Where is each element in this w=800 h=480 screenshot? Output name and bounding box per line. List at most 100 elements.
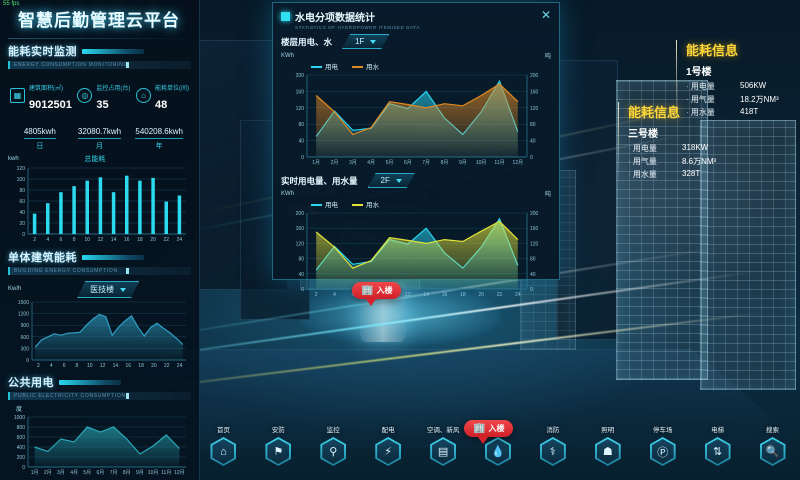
camera-icon[interactable]: ⚲ bbox=[320, 437, 347, 466]
legend-swatch bbox=[311, 204, 322, 207]
close-icon[interactable]: ✕ bbox=[540, 8, 551, 22]
panel-energy-monitoring-header: 能耗实时监测 ENERGY CONSUMPTION MONITORING bbox=[8, 43, 191, 69]
building-selector[interactable]: 医技楼 bbox=[77, 281, 139, 298]
kpi-value: 48 bbox=[154, 99, 168, 111]
search-icon[interactable]: 🔍 bbox=[759, 437, 786, 466]
svg-text:0: 0 bbox=[22, 232, 25, 238]
chevron-down-icon bbox=[120, 288, 126, 292]
nav-item-power-distribution[interactable]: 配电 ⚡ bbox=[361, 424, 416, 478]
svg-text:200: 200 bbox=[296, 73, 305, 79]
card-accent-line bbox=[676, 40, 677, 120]
hvac-icon[interactable]: ▤ bbox=[430, 437, 457, 466]
svg-text:80: 80 bbox=[530, 257, 536, 263]
nav-glyph: ⚲ bbox=[322, 439, 345, 464]
dialog-subtitle: STATISTICS OF HYDROPOWER ITEMIZED DATA bbox=[295, 25, 420, 30]
elevator-icon[interactable]: ⇅ bbox=[704, 437, 731, 466]
nav-item-security[interactable]: 安防 ⚑ bbox=[251, 424, 306, 478]
svg-text:0: 0 bbox=[530, 155, 533, 161]
nav-glyph: ▤ bbox=[432, 439, 455, 464]
nav-label: 空调、新风 bbox=[426, 427, 460, 434]
svg-text:6: 6 bbox=[60, 237, 63, 243]
svg-text:2: 2 bbox=[315, 292, 318, 298]
camera-icon: ◎ bbox=[77, 87, 93, 103]
total-label: 月 bbox=[96, 143, 103, 150]
nav-glyph: ⚕ bbox=[541, 439, 564, 464]
dialog-header: 水电分项数据统计 STATISTICS OF HYDROPOWER ITEMIZ… bbox=[281, 9, 551, 30]
svg-text:40: 40 bbox=[298, 139, 304, 145]
page-title: 智慧后勤管理云平台 bbox=[18, 11, 180, 30]
info-row-value: 318KW bbox=[682, 143, 709, 152]
lamp-icon[interactable]: ☗ bbox=[594, 437, 621, 466]
nav-item-elevator[interactable]: 电梯 ⇅ bbox=[690, 424, 745, 478]
nav-item-fire[interactable]: 消防 ⚕ bbox=[525, 424, 580, 478]
info-card-title: 能耗信息 bbox=[686, 43, 739, 58]
nav-item-lighting[interactable]: 照明 ☗ bbox=[580, 424, 635, 478]
svg-text:14: 14 bbox=[113, 363, 119, 369]
svg-text:0: 0 bbox=[301, 287, 304, 293]
svg-text:24: 24 bbox=[177, 363, 183, 369]
bolt-icon[interactable]: ⚡ bbox=[375, 437, 402, 466]
svg-text:7月: 7月 bbox=[422, 160, 430, 166]
nav-item-home[interactable]: 首页 ⌂ bbox=[196, 424, 251, 478]
nav-glyph: 💧 bbox=[486, 439, 509, 464]
nav-item-energy[interactable]: 能耗💧 bbox=[471, 424, 526, 478]
floor-selector-1f[interactable]: 1F bbox=[342, 34, 389, 49]
marker-bubble[interactable]: 🏢 入楼 bbox=[352, 282, 402, 299]
floor-selector-2f[interactable]: 2F bbox=[368, 173, 415, 188]
chevron-down-icon bbox=[370, 40, 376, 44]
svg-text:16: 16 bbox=[442, 292, 448, 298]
svg-text:80: 80 bbox=[530, 122, 536, 128]
svg-text:11月: 11月 bbox=[494, 160, 504, 166]
svg-text:24: 24 bbox=[177, 237, 183, 243]
svg-text:16: 16 bbox=[124, 237, 130, 243]
kpi-value: 35 bbox=[96, 99, 109, 111]
kpi-row: ▦ 建筑面积(㎡) 9012501 ◎ 监控占用(台) 35 ⌂ 能耗单位(间)… bbox=[8, 73, 191, 115]
nav-label: 首页 bbox=[216, 427, 230, 434]
info-row-key: 用水量 bbox=[628, 169, 682, 180]
parking-icon[interactable]: Ⓟ bbox=[649, 437, 676, 466]
svg-text:1月: 1月 bbox=[31, 470, 39, 476]
nav-item-search[interactable]: 搜索 🔍 bbox=[745, 424, 800, 478]
legend-label: 用电 bbox=[325, 64, 338, 71]
public-power-area-chart: 0 200 400 600 800 1000 1月 2月 3月 4月 5月 6月 7月 8月 9月 10月 11… bbox=[14, 415, 186, 476]
realtime-2f-area-chart: 0040408080120120160160200200246810121416… bbox=[296, 211, 539, 298]
svg-text:40: 40 bbox=[298, 272, 304, 278]
kpi-label: 监控占用(台) bbox=[96, 86, 131, 92]
y-axis-unit-right: 吨 bbox=[544, 54, 551, 60]
svg-text:0: 0 bbox=[530, 287, 533, 293]
map-marker-enter-building[interactable]: 🏢 入楼 bbox=[352, 282, 402, 306]
svg-text:18: 18 bbox=[137, 237, 143, 243]
section-title: 实时用电量、用水量 bbox=[281, 175, 358, 186]
nav-item-monitoring[interactable]: 监控 ⚲ bbox=[306, 424, 361, 478]
fps-counter: 55 fps bbox=[3, 1, 20, 7]
svg-text:12: 12 bbox=[98, 237, 104, 243]
svg-text:160: 160 bbox=[530, 89, 539, 95]
svg-text:900: 900 bbox=[21, 323, 30, 329]
home-icon[interactable]: ⌂ bbox=[210, 437, 237, 466]
svg-text:16: 16 bbox=[125, 363, 131, 369]
shield-icon[interactable]: ⚑ bbox=[265, 437, 292, 466]
drop-icon[interactable]: 💧 bbox=[484, 437, 511, 466]
svg-text:9月: 9月 bbox=[459, 160, 467, 166]
svg-text:1000: 1000 bbox=[14, 415, 25, 421]
svg-text:2月: 2月 bbox=[44, 470, 52, 476]
fire-icon[interactable]: ⚕ bbox=[539, 437, 566, 466]
chart-caption: 总能耗 bbox=[84, 156, 106, 163]
nav-item-hvac[interactable]: 空调、新风 ▤ bbox=[416, 424, 471, 478]
nav-enter-building-badge[interactable]: 🏢 入楼 bbox=[464, 420, 514, 444]
nav-badge-bubble[interactable]: 🏢 入楼 bbox=[464, 420, 514, 437]
svg-text:600: 600 bbox=[17, 435, 26, 441]
svg-text:14: 14 bbox=[111, 237, 117, 243]
nav-item-parking[interactable]: 停车场 Ⓟ bbox=[635, 424, 690, 478]
svg-text:9月: 9月 bbox=[136, 470, 144, 476]
total-value: 32080.7kwh bbox=[77, 127, 122, 139]
panel-accent-bar bbox=[82, 254, 144, 260]
svg-text:5月: 5月 bbox=[386, 160, 394, 166]
svg-text:600: 600 bbox=[21, 335, 30, 341]
svg-text:7月: 7月 bbox=[110, 470, 118, 476]
svg-text:20: 20 bbox=[19, 221, 25, 227]
